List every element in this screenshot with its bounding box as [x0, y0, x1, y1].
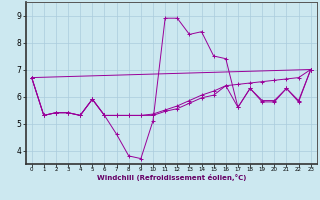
X-axis label: Windchill (Refroidissement éolien,°C): Windchill (Refroidissement éolien,°C) — [97, 174, 246, 181]
